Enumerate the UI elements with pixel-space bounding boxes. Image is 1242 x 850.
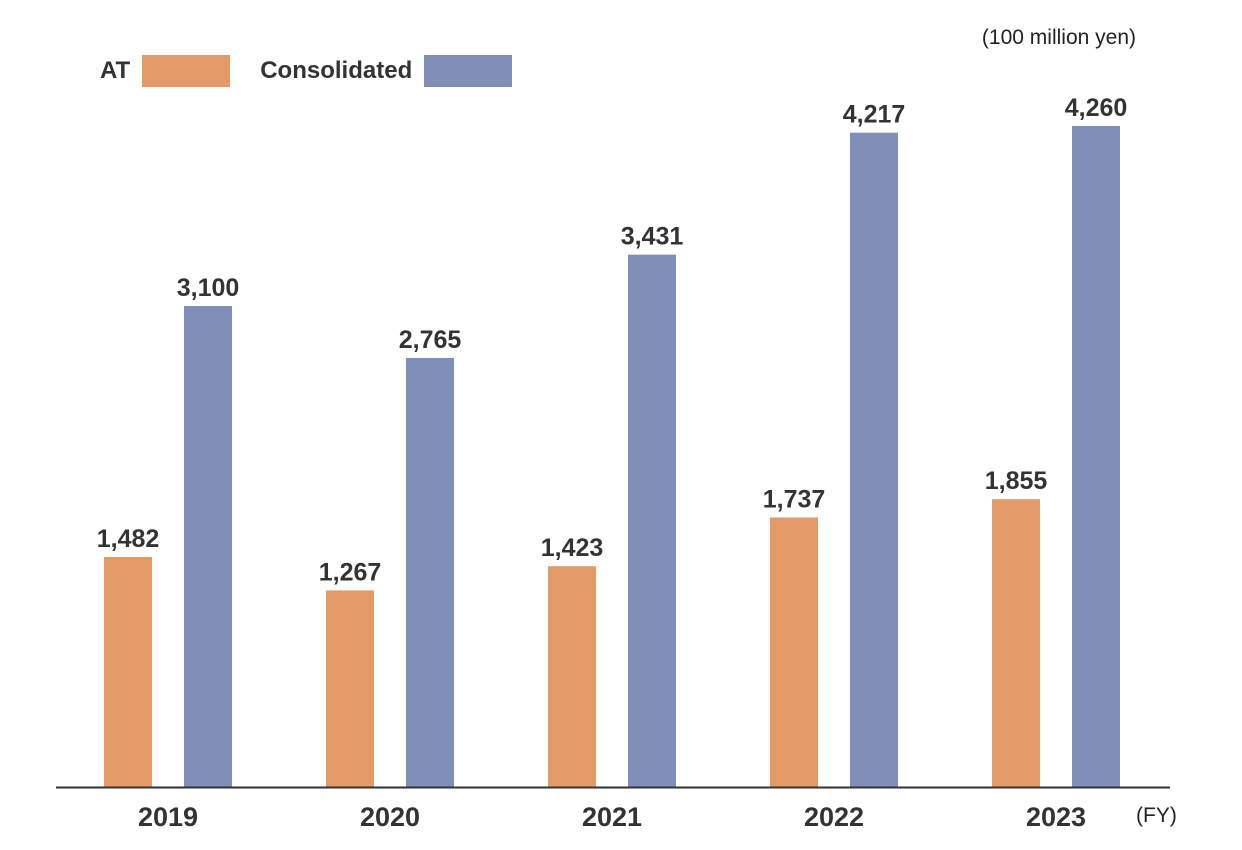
legend-swatch-at — [142, 55, 231, 87]
x-tick-label-2020: 2020 — [360, 802, 420, 832]
x-tick-label-2022: 2022 — [804, 802, 864, 832]
bar-consolidated-2019 — [184, 305, 232, 787]
legend-item-consolidated: Consolidated — [260, 55, 513, 87]
bar-at-2023 — [992, 499, 1040, 787]
data-label-consolidated-2019: 3,100 — [177, 274, 240, 302]
legend-item-at: AT — [100, 55, 231, 87]
legend-label-at: AT — [100, 57, 131, 84]
data-label-at-2019: 1,482 — [97, 525, 160, 553]
legend-label-consolidated: Consolidated — [260, 57, 413, 84]
unit-label: (100 million yen) — [981, 26, 1136, 49]
data-label-consolidated-2021: 3,431 — [621, 223, 684, 251]
bar-at-2022 — [770, 517, 818, 787]
x-tick-label-2019: 2019 — [138, 802, 198, 832]
bar-consolidated-2023 — [1072, 126, 1120, 787]
bar-consolidated-2020 — [406, 357, 454, 787]
data-label-consolidated-2023: 4,260 — [1065, 94, 1128, 122]
x-unit-label: (FY) — [1136, 804, 1177, 827]
data-label-at-2020: 1,267 — [319, 558, 382, 586]
data-label-at-2023: 1,855 — [985, 467, 1048, 495]
bar-at-2020 — [326, 590, 374, 787]
data-label-at-2022: 1,737 — [763, 485, 826, 513]
bar-at-2019 — [104, 557, 152, 787]
x-tick-label-2021: 2021 — [582, 802, 642, 832]
bar-consolidated-2022 — [850, 132, 898, 787]
bar-consolidated-2021 — [628, 254, 676, 787]
data-label-consolidated-2020: 2,765 — [399, 326, 462, 354]
x-tick-label-2023: 2023 — [1026, 802, 1086, 832]
bar-at-2021 — [548, 566, 596, 787]
data-label-at-2021: 1,423 — [541, 534, 604, 562]
legend-swatch-consolidated — [424, 55, 513, 87]
data-label-consolidated-2022: 4,217 — [843, 101, 906, 129]
chart-legend: AT Consolidated — [100, 54, 542, 88]
